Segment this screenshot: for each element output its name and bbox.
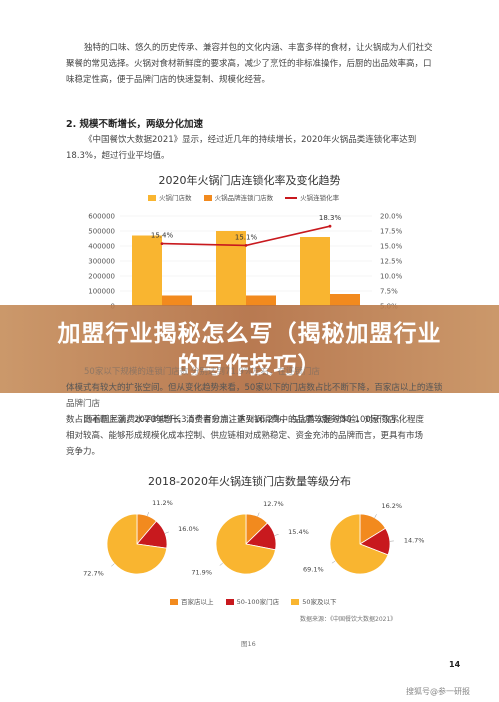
- legend-label: 50-100家门店: [236, 598, 280, 606]
- pie-data-label: 16.2%: [381, 502, 402, 510]
- y-left-tick-label: 200000: [88, 273, 115, 281]
- competition-line: 竞争力。: [66, 447, 101, 457]
- competition-line: 相对较高、能够形成规模化成本控制、供应链相对成熟稳定、资金充沛的品牌而言，更具有…: [66, 431, 424, 441]
- y-left-tick-label: 500000: [88, 228, 115, 236]
- bar-chain-store-count: [330, 294, 360, 306]
- legend-item: 百家店以上: [170, 598, 214, 606]
- pie-data-label: 14.7%: [404, 536, 425, 544]
- chain-rate-point: [328, 224, 332, 228]
- legend-item: 火锅连锁化率: [285, 194, 339, 202]
- y-left-tick-label: 600000: [88, 213, 115, 221]
- pie-leader-line: [274, 534, 279, 536]
- y-left-tick-label: 100000: [88, 288, 115, 296]
- y-left-tick-label: 400000: [88, 243, 115, 251]
- y-left-tick-label: 300000: [88, 258, 115, 266]
- banner-title: 加盟行业揭秘怎么写（揭秘加盟行业 的写作技巧）: [0, 318, 499, 382]
- intro-paragraph: 独特的口味、悠久的历史传承、兼容并包的文化内涵、丰富多样的食材，让火锅成为人们社…: [66, 40, 446, 88]
- pie-data-label: 69.1%: [303, 565, 324, 573]
- pie-data-label: 71.9%: [191, 568, 212, 576]
- text-fragment: 分别达到71.9%左右，在连锁门店: [191, 367, 321, 377]
- text-fragment: 50家以下规模的连锁门店数: [84, 367, 189, 377]
- pie-slice: [106, 513, 168, 575]
- distribution-paragraph: 50家以下规模的连锁门店数 分别达到71.9%左右，在连锁门店 体模式有较大的扩…: [66, 364, 446, 428]
- banner-line: 的写作技巧）: [177, 353, 322, 379]
- legend-swatch: [291, 599, 300, 605]
- bar-chart-legend: 火锅门店数 火锅品牌连锁门店数 火锅连锁化率: [148, 192, 349, 202]
- y-right-tick-label: 17.5%: [380, 228, 403, 236]
- legend-item: 50家及以下: [291, 598, 336, 606]
- legend-item: 50-100家门店: [225, 598, 280, 606]
- bar-chart-title: 2020年火锅门店连锁化率及变化趋势: [158, 174, 341, 187]
- line-data-label: 18.3%: [319, 214, 342, 222]
- bar-store-count: [216, 231, 246, 306]
- distribution-line: 体模式有较大的扩张空间。但从变化趋势来看，50家以下的门店数占比不断下降，百家店…: [66, 380, 446, 412]
- pie-data-label: 12.7%: [263, 500, 284, 508]
- legend-swatch: [225, 599, 234, 605]
- y-right-tick-label: 12.5%: [380, 258, 403, 266]
- line-data-label: 15.4%: [151, 232, 174, 240]
- pie-data-label: 15.4%: [288, 528, 309, 536]
- legend-item: 火锅品牌连锁门店数: [203, 194, 274, 202]
- bar-store-count: [132, 235, 162, 306]
- figure-label: 图16: [241, 640, 256, 648]
- data-source: 数据来源：《中国餐饮大数据2021》: [300, 616, 397, 623]
- chain-rate-point: [244, 244, 248, 247]
- pie-data-label: 16.0%: [178, 525, 199, 533]
- growth-paragraph: 《中国餐饮大数据2021》显示，经过近几年的持续增长，2020年火锅品类连锁化率…: [66, 132, 446, 164]
- text-fragment: 体模式有较大的扩张空间。但从变化趋势来看，: [66, 383, 245, 393]
- pie-leader-line: [219, 562, 223, 566]
- chain-rate-point: [160, 242, 164, 246]
- legend-label: 50家及以下: [302, 598, 337, 606]
- bar-store-count: [300, 237, 330, 306]
- growth-line: 《中国餐饮大数据2021》显示，经过近几年的持续增长，2020年火锅品类连锁化率…: [84, 135, 417, 145]
- pie-leader-line: [164, 531, 169, 534]
- y-right-tick-label: 20.0%: [380, 213, 403, 221]
- intro-line: 味稳定性高，便于品牌门店的快速复制、规模化经营。: [66, 75, 271, 85]
- pie-slice: [329, 513, 389, 575]
- legend-swatch: [203, 195, 212, 201]
- distribution-line: 数占比不断上涨，2020年增长3.5个百分点，达到16.2%，占比首次超过50-…: [66, 415, 405, 425]
- pie-leader-line: [111, 563, 115, 567]
- y-right-tick-label: 15.0%: [380, 243, 403, 251]
- pie-chart-title: 2018-2020年火锅连锁门店数量等级分布: [148, 475, 351, 488]
- legend-label: 火锅连锁化率: [300, 194, 340, 202]
- text-fragment: 50家以下的门店数占比不断下降，百家店以上的连锁品牌门店: [66, 383, 443, 409]
- legend-label: 百家店以上: [181, 598, 214, 606]
- watermark: 搜狐号@参一研报: [406, 687, 470, 696]
- pie-data-label: 11.2%: [152, 499, 173, 507]
- page-number: 14: [449, 660, 461, 669]
- legend-swatch: [148, 195, 156, 201]
- distribution-line: 50家以下规模的连锁门店数 分别达到71.9%左右，在连锁门店: [66, 364, 446, 380]
- competition-line: 随着国民消费水平的提升，消费者愈加注重火锅消费中的品质与服务体验。对于数字化程度: [84, 415, 425, 425]
- section-heading: 2. 规模不断增长，两级分化加速: [66, 119, 204, 130]
- legend-label: 火锅品牌连锁门店数: [214, 194, 274, 202]
- y-right-tick-label: 7.5%: [380, 288, 398, 296]
- line-data-label: 15.1%: [235, 233, 258, 241]
- competition-paragraph: 随着国民消费水平的提升，消费者愈加注重火锅消费中的品质与服务体验。对于数字化程度…: [66, 412, 446, 460]
- legend-label: 火锅门店数: [159, 194, 192, 202]
- growth-line: 18.3%，超过行业平均值。: [66, 151, 170, 161]
- bar-chain-store-count: [162, 295, 192, 306]
- pie-leader-line: [147, 512, 149, 516]
- intro-line: 独特的口味、悠久的历史传承、兼容并包的文化内涵、丰富多样的食材，让火锅成为人们社…: [84, 43, 433, 53]
- pie-leader-line: [257, 512, 260, 517]
- legend-swatch: [170, 599, 178, 605]
- title-banner: [0, 305, 499, 393]
- pie-leader-line: [331, 560, 336, 564]
- bar-chain-store-count: [246, 295, 276, 306]
- pie-chart-legend: 百家店以上 50-100家门店 50家及以下: [170, 596, 346, 606]
- intro-line: 聚餐的常见选择。火锅对食材新鲜度的要求高，减少了烹饪的非标准操作，后厨的出品效率…: [66, 59, 432, 69]
- legend-swatch: [285, 197, 298, 199]
- banner-line: 加盟行业揭秘怎么写（揭秘加盟行业: [57, 321, 442, 347]
- y-right-tick-label: 10.0%: [380, 273, 403, 281]
- pie-data-label: 72.7%: [83, 569, 104, 577]
- pie-leader-line: [374, 514, 377, 518]
- legend-item: 火锅门店数: [148, 194, 192, 202]
